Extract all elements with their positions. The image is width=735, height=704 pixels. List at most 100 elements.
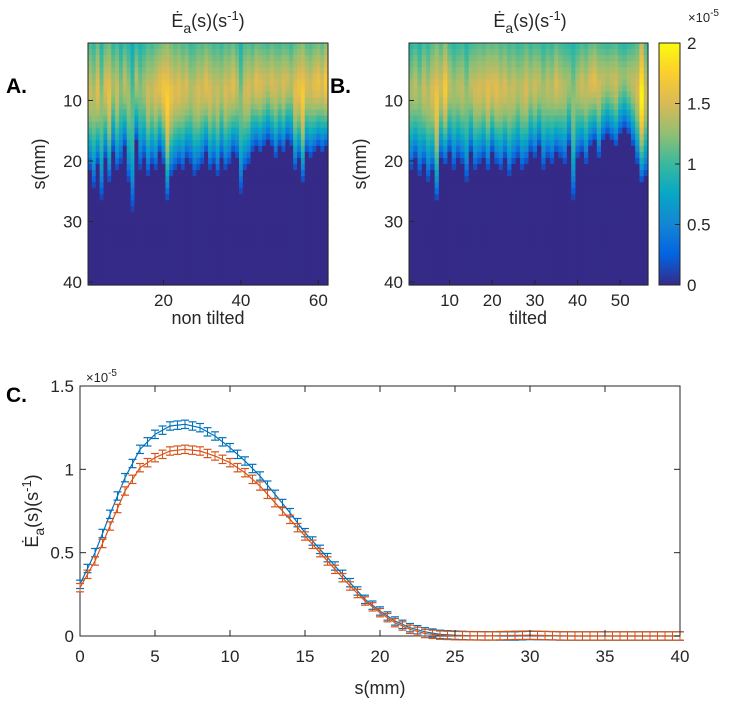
heatmap-cell xyxy=(592,182,598,189)
heatmap-cell xyxy=(630,254,636,262)
heatmap-cell xyxy=(481,91,487,99)
heatmap-cell xyxy=(130,182,136,189)
heatmap-cell xyxy=(192,67,197,74)
heatmap-cell xyxy=(196,151,201,159)
heatmap-cell xyxy=(545,49,551,56)
heatmap-cell xyxy=(250,61,256,68)
heatmap-cell xyxy=(515,43,521,50)
heatmap-cell xyxy=(107,115,112,123)
heatmap-cell xyxy=(481,73,487,80)
heatmap-cell xyxy=(639,272,645,280)
heatmap-cell xyxy=(188,133,194,141)
heatmap-cell xyxy=(541,85,547,92)
heatmap-cell xyxy=(494,103,500,111)
heatmap-cell xyxy=(204,157,209,165)
heatmap-cell xyxy=(304,236,310,244)
heatmap-cell xyxy=(254,157,259,165)
heatmap-cell xyxy=(549,151,555,159)
heatmap-cell xyxy=(269,254,275,262)
heatmap-cell xyxy=(421,266,427,274)
heatmap-cell xyxy=(138,127,143,135)
heatmap-cell xyxy=(639,248,645,256)
heatmap-cell xyxy=(130,170,136,177)
heatmap-cell xyxy=(618,242,623,250)
heatmap-cell xyxy=(545,182,551,189)
heatmap-cell xyxy=(455,242,461,250)
heatmap-cell xyxy=(142,151,147,159)
heatmap-cell xyxy=(107,242,112,250)
heatmap-cell xyxy=(91,133,97,141)
heatmap-cell xyxy=(494,85,500,92)
heatmap-cell xyxy=(571,109,577,117)
heatmap-cell xyxy=(447,157,453,165)
heatmap-cell xyxy=(421,61,427,68)
heatmap-cell xyxy=(184,170,190,177)
heatmap-cell xyxy=(130,248,136,256)
heatmap-cell xyxy=(575,85,581,92)
heatmap-cell xyxy=(115,115,120,123)
heatmap-cell xyxy=(409,206,414,213)
heatmap-cell xyxy=(430,67,436,74)
heatmap-cell xyxy=(613,79,619,86)
colorbar-tick-label: 2 xyxy=(687,34,696,53)
heatmap-cell xyxy=(103,61,108,68)
heatmap-cell xyxy=(460,230,466,238)
heatmap-cell xyxy=(184,224,190,232)
heatmap-cell xyxy=(138,242,143,250)
heatmap-cell xyxy=(579,91,585,99)
heatmap-cell xyxy=(304,188,310,195)
heatmap-cell xyxy=(438,188,444,195)
heatmap-cell xyxy=(434,109,440,117)
heatmap-cell xyxy=(254,176,259,183)
heatmap-cell xyxy=(524,164,530,171)
heatmap-cell xyxy=(138,230,143,238)
heatmap-cell xyxy=(184,164,190,171)
heatmap-cell xyxy=(618,254,623,262)
heatmap-cell xyxy=(88,242,93,250)
heatmap-cell xyxy=(246,164,252,171)
heatmap-cell xyxy=(455,109,461,117)
heatmap-cell xyxy=(605,127,611,135)
heatmap-cell xyxy=(111,194,116,201)
heatmap-cell xyxy=(554,121,559,129)
heatmap-cell xyxy=(293,164,298,171)
heatmap-cell xyxy=(130,85,136,92)
heatmap-cell xyxy=(289,224,294,232)
heatmap-cell xyxy=(630,260,636,268)
heatmap-cell xyxy=(153,164,159,171)
heatmap-cell xyxy=(562,55,568,62)
heatmap-cell xyxy=(273,49,279,56)
heatmap-cell xyxy=(122,200,128,207)
heatmap-cell xyxy=(485,61,491,68)
heatmap-cell xyxy=(180,278,186,286)
heatmap-cell xyxy=(596,43,602,50)
heatmap-cell xyxy=(588,272,594,280)
heatmap-cell xyxy=(630,194,636,201)
heatmap-cell xyxy=(107,109,112,117)
heatmap-cell xyxy=(601,254,606,262)
heatmap-cell xyxy=(227,248,232,256)
heatmap-cell xyxy=(173,139,178,147)
heatmap-cell xyxy=(200,200,205,207)
heatmap-cell xyxy=(308,157,314,165)
heatmap-cell xyxy=(588,127,594,135)
heatmap-cell xyxy=(289,115,294,123)
heatmap-cell xyxy=(161,145,167,153)
heatmap-cell xyxy=(208,43,213,50)
heatmap-cell xyxy=(635,121,641,129)
heatmap-cell xyxy=(468,200,474,207)
heatmap-cell xyxy=(308,242,314,250)
heatmap-cell xyxy=(153,145,159,153)
heatmap-cell xyxy=(443,218,449,226)
heatmap-cell xyxy=(219,242,225,250)
heatmap-cell xyxy=(519,79,525,86)
heatmap-cell xyxy=(188,170,194,177)
heatmap-cell xyxy=(639,55,645,62)
heatmap-cell xyxy=(208,109,213,117)
heatmap-cell xyxy=(455,278,461,286)
heatmap-cell xyxy=(146,164,151,171)
heatmap-cell xyxy=(161,164,167,171)
heatmap-cell xyxy=(95,127,101,135)
heatmap-cell xyxy=(142,188,147,195)
